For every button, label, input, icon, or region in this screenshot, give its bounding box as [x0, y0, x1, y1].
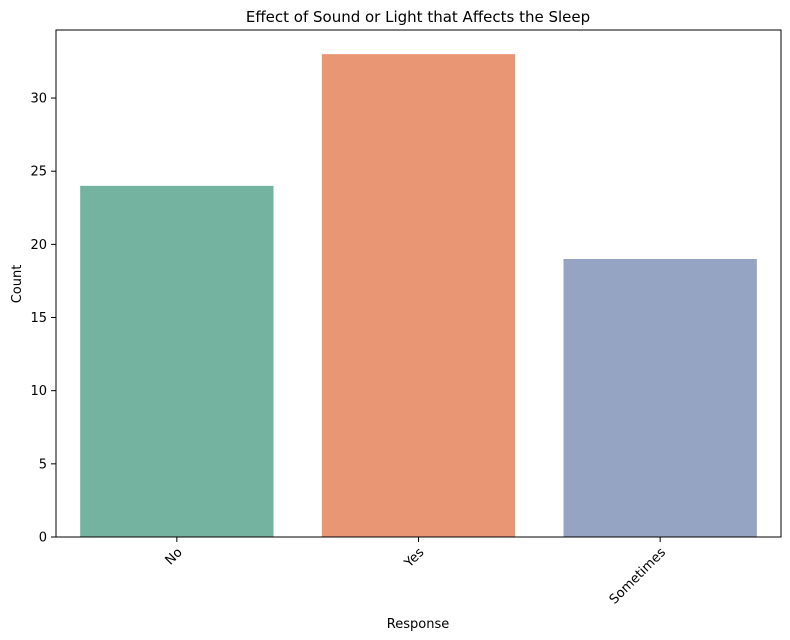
bar-sometimes [563, 258, 757, 537]
y-axis-label: Count [10, 265, 25, 304]
x-tick-label: Yes [401, 545, 427, 571]
y-tick-label: 5 [39, 457, 47, 472]
x-tick-label: Sometimes [607, 545, 669, 607]
x-axis: No Yes Sometimes [163, 537, 669, 607]
y-tick-label: 0 [39, 531, 47, 546]
bar-yes [321, 54, 516, 538]
y-tick-label: 15 [30, 311, 47, 326]
bars [80, 54, 757, 538]
bar-no [80, 185, 274, 537]
x-axis-label: Response [387, 617, 449, 632]
y-tick-label: 30 [30, 92, 47, 107]
x-tick-label: No [163, 545, 186, 568]
chart-title: Effect of Sound or Light that Affects th… [246, 8, 590, 26]
y-tick-label: 20 [30, 238, 47, 253]
y-tick-label: 25 [30, 165, 47, 180]
y-axis: 0 5 10 15 20 25 30 [30, 92, 56, 546]
y-tick-label: 10 [30, 384, 47, 399]
plot-area: 0 5 10 15 20 25 30 No Yes Sometimes [30, 29, 782, 607]
